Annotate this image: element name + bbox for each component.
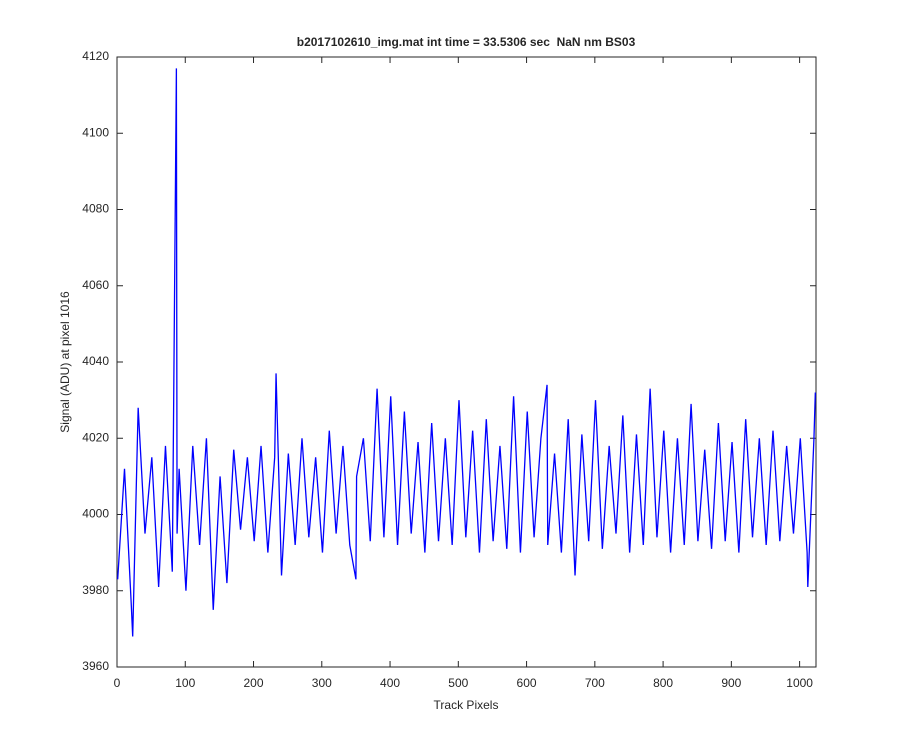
x-tick-label: 600	[517, 676, 537, 690]
x-tick-label: 1000	[786, 676, 813, 690]
y-tick-label: 4060	[82, 278, 109, 292]
y-tick-label: 3960	[82, 659, 109, 673]
x-tick-label: 300	[312, 676, 332, 690]
x-tick-label: 400	[380, 676, 400, 690]
x-tick-label: 200	[244, 676, 264, 690]
y-tick-label: 3980	[82, 583, 109, 597]
x-tick-label: 0	[114, 676, 121, 690]
y-tick-label: 4020	[82, 430, 109, 444]
y-tick-label: 4000	[82, 507, 109, 521]
x-tick-label: 800	[653, 676, 673, 690]
y-tick-label: 4120	[82, 49, 109, 63]
x-tick-label: 100	[175, 676, 195, 690]
x-axis-label: Track Pixels	[434, 698, 499, 712]
y-tick-label: 4080	[82, 202, 109, 216]
y-axis-label: Signal (ADU) at pixel 1016	[58, 291, 72, 433]
x-tick-label: 900	[721, 676, 741, 690]
x-tick-label: 500	[448, 676, 468, 690]
y-tick-label: 4040	[82, 354, 109, 368]
x-tick-label: 700	[585, 676, 605, 690]
chart-title: b2017102610_img.mat int time = 33.5306 s…	[297, 35, 636, 49]
data-line	[117, 68, 816, 637]
y-tick-label: 4100	[82, 125, 109, 139]
